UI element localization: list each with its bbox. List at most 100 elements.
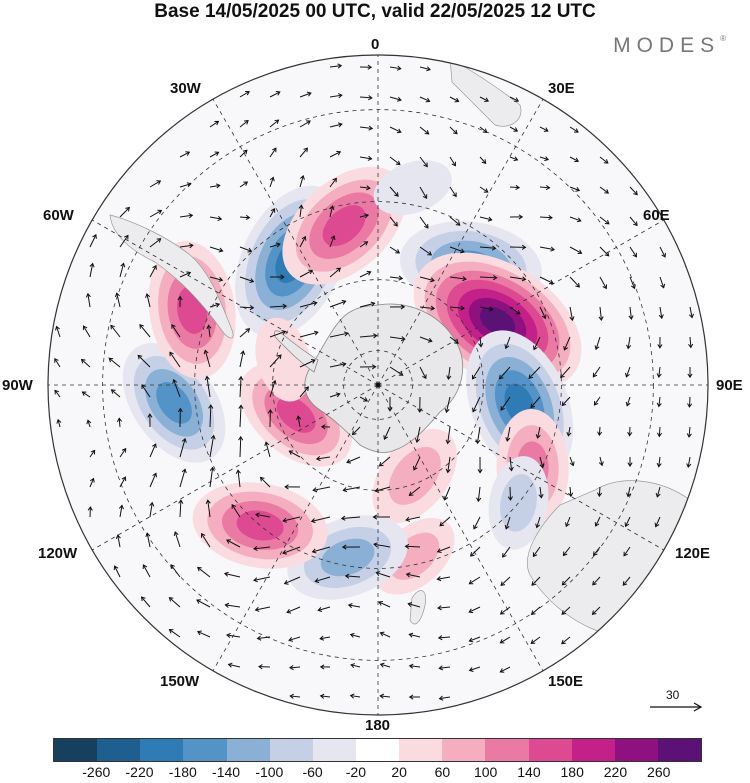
wind-arrowhead-icon — [626, 344, 632, 350]
wind-vector — [447, 456, 451, 473]
wind-arrowhead-icon — [344, 573, 350, 579]
wind-vector — [139, 324, 151, 338]
wind-arrowhead-icon — [656, 432, 663, 438]
wind-vector — [599, 246, 610, 257]
wind-arrowhead-icon — [181, 468, 187, 474]
wind-vector — [389, 276, 403, 279]
wind-arrowhead-icon — [306, 91, 312, 97]
wind-arrowhead-icon — [491, 245, 497, 251]
wind-arrowhead-icon — [226, 632, 231, 638]
wind-arrowhead-icon — [633, 190, 638, 196]
reference-arrow-icon — [693, 702, 703, 712]
wind-vector — [479, 306, 493, 311]
wind-arrowhead-icon — [249, 278, 255, 284]
wind-arrowhead-icon — [177, 295, 183, 301]
wind-vector — [169, 597, 181, 608]
wind-arrowhead-icon — [363, 241, 369, 246]
wind-arrowhead-icon — [363, 397, 369, 402]
wind-arrowhead-icon — [108, 357, 114, 363]
wind-vector — [255, 513, 271, 518]
wind-vector — [389, 96, 402, 101]
wind-arrowhead-icon — [424, 129, 430, 135]
wind-vector — [629, 306, 632, 320]
meridian-line — [377, 219, 664, 386]
wind-vector — [201, 533, 211, 548]
wind-vector — [286, 606, 301, 613]
wind-vector — [479, 216, 492, 221]
wind-vector — [447, 426, 451, 444]
wind-vector — [299, 205, 303, 218]
wind-vector — [419, 246, 432, 256]
positive-anomaly-contour — [276, 396, 316, 433]
wind-arrowhead-icon — [223, 571, 229, 577]
negative-anomaly-contour — [320, 538, 375, 577]
wind-arrowhead-icon — [341, 544, 347, 550]
wind-arrowhead-icon — [395, 160, 401, 166]
wind-arrowhead-icon — [231, 503, 236, 509]
wind-arrowhead-icon — [535, 434, 541, 439]
wind-vector — [253, 576, 271, 581]
wind-arrowhead-icon — [215, 302, 221, 308]
wind-vector — [389, 186, 399, 197]
wind-arrowhead-icon — [462, 276, 467, 282]
wind-arrowhead-icon — [687, 403, 693, 408]
wind-arrowhead-icon — [412, 465, 418, 471]
wind-vector — [288, 636, 301, 641]
wind-arrowhead-icon — [591, 610, 597, 616]
wind-vector — [149, 238, 161, 248]
wind-vector — [206, 376, 211, 398]
colorbar-swatch — [183, 739, 227, 761]
wind-vector — [117, 535, 121, 548]
wind-arrowhead-icon — [538, 493, 544, 499]
wind-vector — [627, 336, 631, 349]
colorbar-tick-label: 60 — [434, 764, 451, 780]
wind-arrowhead-icon — [513, 127, 519, 132]
wind-arrowhead-icon — [378, 600, 383, 606]
wind-vector — [265, 442, 271, 458]
wind-vector — [479, 156, 487, 164]
wind-arrowhead-icon — [430, 305, 436, 311]
wind-vector — [118, 418, 121, 428]
wind-arrowhead-icon — [188, 213, 194, 219]
wind-vector — [269, 380, 276, 398]
wind-arrowhead-icon — [660, 283, 666, 289]
wind-arrowhead-icon — [337, 93, 343, 99]
wind-arrowhead-icon — [455, 221, 461, 226]
wind-arrowhead-icon — [226, 539, 231, 544]
wind-vector — [500, 636, 511, 644]
wind-arrowhead-icon — [255, 512, 260, 518]
wind-vector — [329, 151, 341, 158]
wind-arrowhead-icon — [116, 417, 123, 423]
wind-arrowhead-icon — [518, 214, 524, 220]
wind-arrowhead-icon — [598, 461, 604, 467]
wind-vector — [469, 576, 481, 585]
wind-arrowhead-icon — [271, 379, 277, 385]
wind-arrowhead-icon — [351, 430, 357, 436]
wind-vector — [532, 546, 541, 557]
wind-arrowhead-icon — [137, 354, 143, 360]
wind-arrowhead-icon — [177, 407, 183, 413]
wind-arrowhead-icon — [593, 400, 599, 406]
south-pole-marker — [375, 382, 381, 388]
wind-vector — [239, 149, 248, 158]
wind-arrowhead-icon — [178, 499, 184, 504]
wind-arrowhead-icon — [688, 343, 694, 349]
wind-arrowhead-icon — [341, 361, 347, 367]
wind-vector — [502, 546, 511, 558]
wind-vector — [146, 533, 151, 548]
wind-vector — [569, 306, 574, 321]
wind-arrowhead-icon — [139, 323, 144, 329]
wind-arrowhead-icon — [394, 192, 399, 197]
wind-arrowhead-icon — [655, 492, 661, 498]
wind-arrowhead-icon — [468, 579, 474, 585]
wind-vector — [119, 207, 130, 218]
wind-arrowhead-icon — [217, 215, 223, 222]
positive-anomaly-contour — [236, 510, 284, 541]
colorbar-swatch — [485, 739, 529, 761]
wind-vector — [320, 636, 331, 640]
meridian-line — [92, 219, 379, 386]
wind-vector — [539, 156, 549, 161]
wind-arrowhead-icon — [417, 408, 423, 413]
wind-arrowhead-icon — [504, 344, 510, 350]
wind-vector — [479, 126, 488, 133]
